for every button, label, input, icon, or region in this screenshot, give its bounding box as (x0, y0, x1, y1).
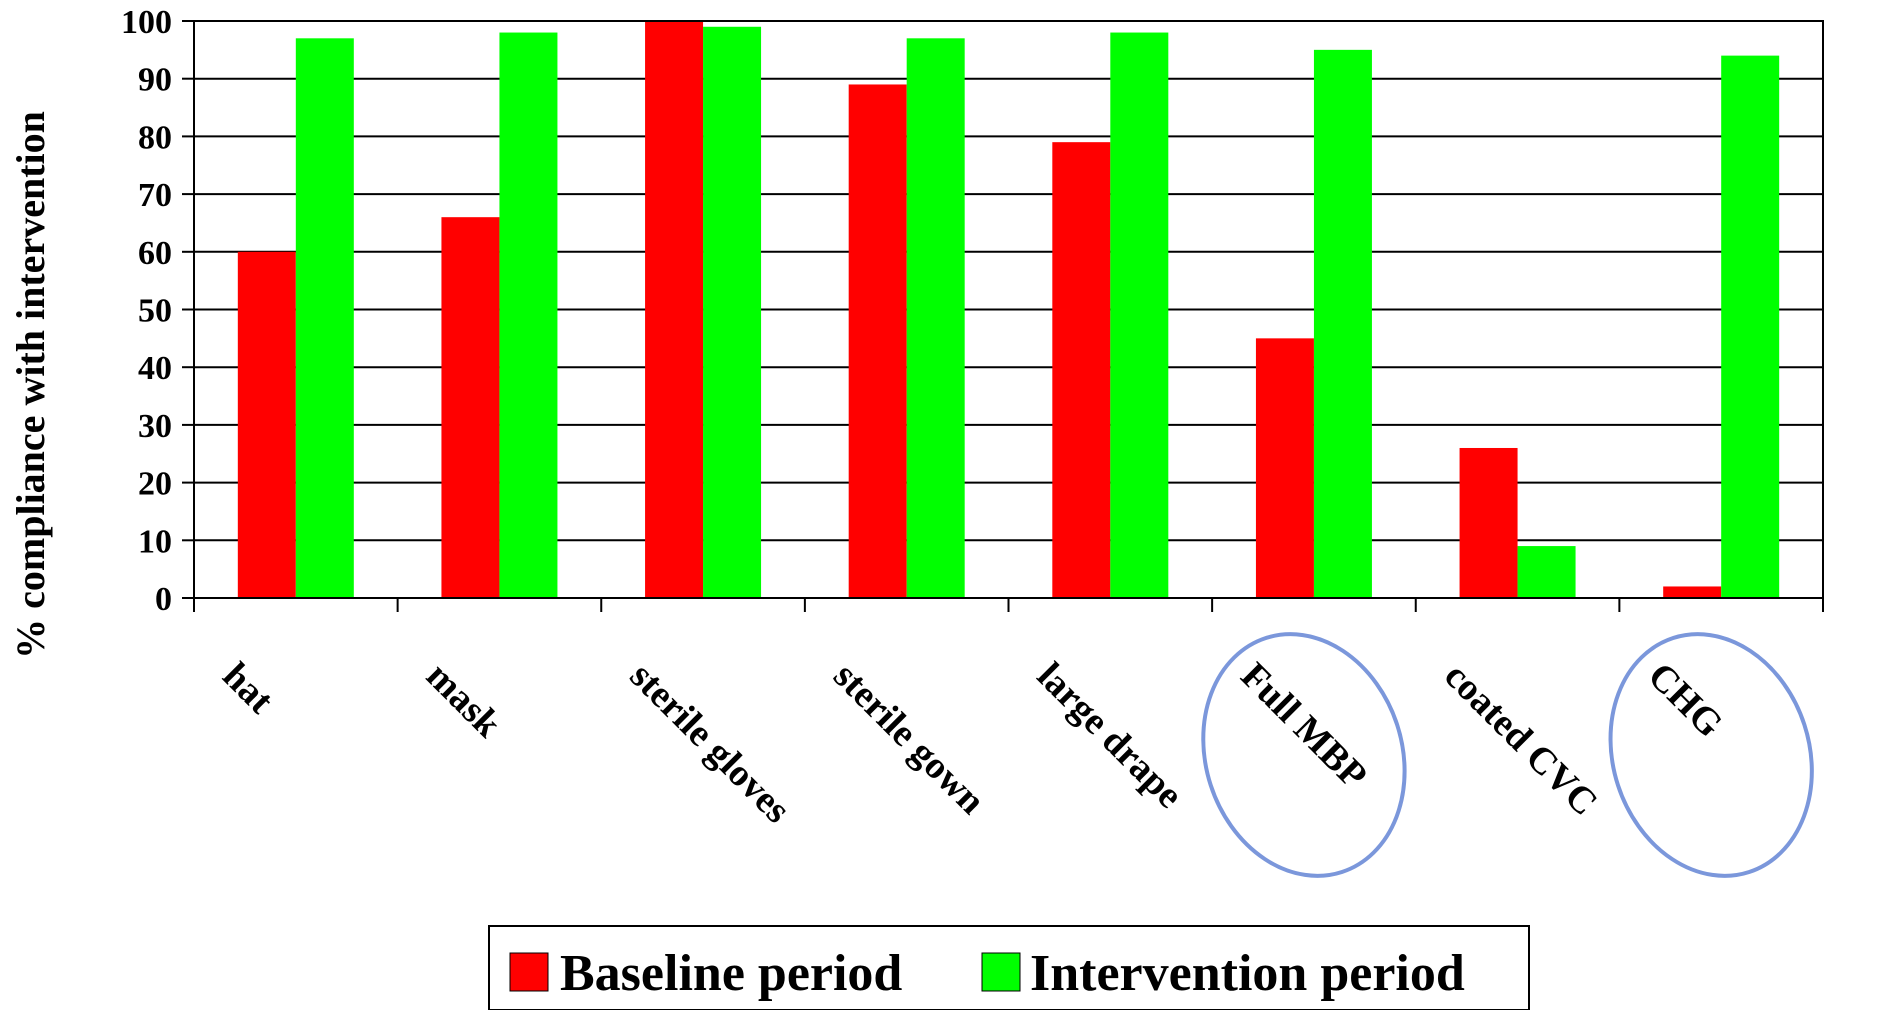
x-label-large-drape: large drape (1029, 655, 1191, 817)
x-category-labels: hat mask sterile gloves sterile gown large d… (214, 655, 1730, 832)
legend-label-baseline: Baseline period (560, 945, 902, 1002)
bar-intervention-period-large-drape (1110, 32, 1169, 599)
bar-baseline-period-hat (237, 251, 296, 599)
y-tick-label: 50 (138, 293, 172, 330)
x-label-full-mbp: Full MBP (1233, 655, 1375, 797)
x-label-sterile-gown: sterile gown (825, 655, 993, 823)
y-tick-label: 80 (138, 119, 172, 156)
legend-swatch-baseline (509, 952, 549, 992)
gridlines (194, 77, 1823, 542)
y-tick-label: 20 (138, 466, 172, 503)
bar-intervention-period-hat (295, 38, 354, 599)
bars (237, 21, 1780, 599)
x-label-coated-cvc: coated CVC (1436, 655, 1605, 824)
bar-intervention-period-sterile-gown (906, 38, 965, 599)
y-tick-label: 60 (138, 235, 172, 272)
y-tick-labels: 0 10 20 30 40 50 60 70 80 90 100 (121, 4, 172, 618)
legend-swatch-intervention (981, 952, 1021, 992)
axes (182, 20, 1824, 612)
bar-intervention-period-full-mbp (1313, 49, 1372, 599)
y-axis-title: % compliance with intervention (8, 111, 53, 659)
highlight-ellipse-full-mbp (1201, 632, 1407, 878)
bar-intervention-period-coated-cvc (1517, 546, 1576, 598)
bar-baseline-period-mask (441, 217, 500, 598)
legend: Baseline period Intervention period (488, 925, 1530, 1010)
y-tick-label: 40 (138, 350, 172, 387)
bar-baseline-period-large-drape (1052, 142, 1111, 599)
bar-baseline-period-coated-cvc (1459, 447, 1518, 598)
legend-label-intervention: Intervention period (1030, 945, 1465, 1002)
y-tick-label: 100 (121, 4, 172, 41)
bar-intervention-period-mask (499, 32, 558, 599)
bar-baseline-period-sterile-gown (848, 84, 907, 599)
x-label-mask: mask (418, 655, 510, 747)
bar-baseline-period-chg (1663, 586, 1722, 598)
highlight-ellipses (1201, 632, 1814, 878)
y-tick-label: 90 (138, 62, 172, 99)
bar-intervention-period-chg (1721, 55, 1780, 599)
y-tick-label: 0 (155, 581, 172, 618)
x-label-hat: hat (214, 655, 281, 722)
highlight-ellipse-chg (1608, 632, 1814, 878)
bar-baseline-period-full-mbp (1255, 338, 1314, 598)
bar-intervention-period-sterile-gloves (703, 26, 762, 598)
bar-baseline-period-sterile-gloves (645, 21, 704, 598)
y-tick-label: 30 (138, 408, 172, 445)
x-label-chg: CHG (1640, 655, 1731, 746)
y-tick-label: 10 (138, 523, 172, 560)
x-label-sterile-gloves: sterile gloves (622, 655, 799, 832)
y-tick-label: 70 (138, 177, 172, 214)
